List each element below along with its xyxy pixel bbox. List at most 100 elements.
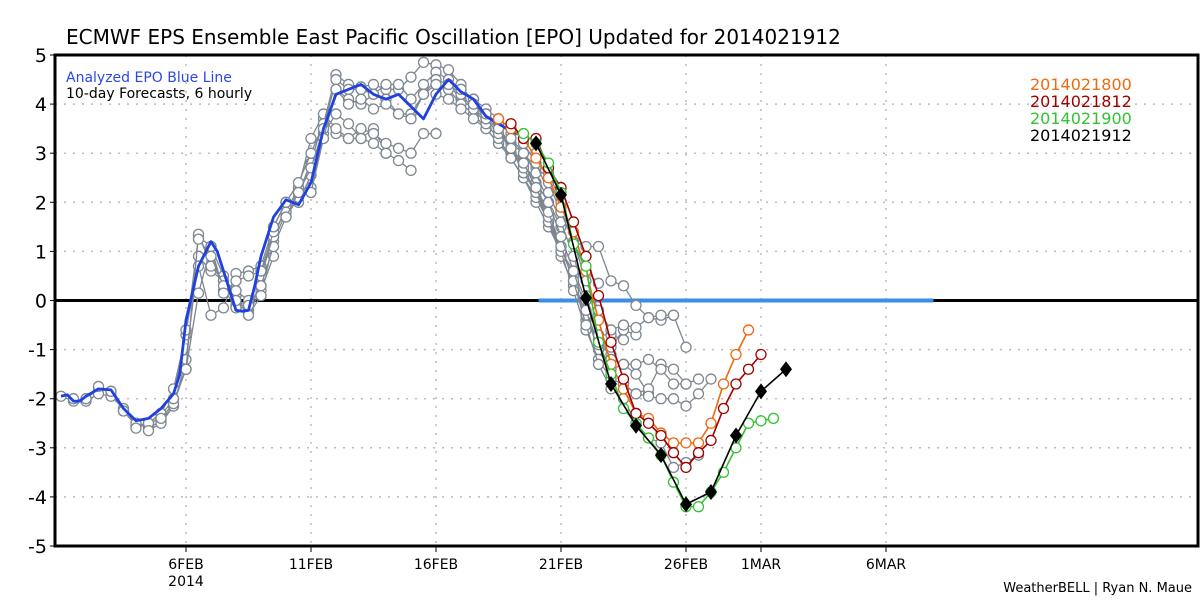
series-point (692, 501, 705, 513)
ensemble-point (255, 280, 267, 292)
y-tick-label: -5 (28, 536, 47, 558)
y-tick-label: 0 (35, 291, 47, 313)
series-point (680, 461, 692, 474)
series-point (630, 407, 642, 420)
ensemble-point (330, 73, 342, 86)
ensemble-point (405, 93, 417, 105)
ensemble-point (392, 154, 405, 167)
series-point (680, 437, 692, 449)
ensemble-point (180, 363, 192, 375)
ensemble-point (330, 122, 342, 135)
x-tick-label: 6MAR (866, 557, 907, 573)
ensemble-point (667, 378, 680, 390)
ensemble-point (367, 78, 380, 91)
ensemble-point (442, 64, 455, 76)
ensemble-point (430, 127, 442, 140)
series-point (605, 336, 617, 348)
series-point (667, 437, 680, 449)
ensemble-point (367, 137, 380, 150)
ensemble-point (642, 312, 655, 324)
ensemble-point (342, 98, 355, 110)
series-point (692, 437, 705, 449)
ensemble-point (405, 71, 417, 83)
ensemble-point (655, 309, 667, 321)
ensemble-point (230, 285, 242, 297)
x-tick-label: 16FEB (414, 557, 458, 573)
ensemble-point (230, 275, 242, 287)
ensemble-member (255, 108, 442, 277)
series-point (642, 417, 655, 429)
series-point (617, 373, 630, 385)
ensemble-point (667, 461, 680, 474)
ensemble-member (267, 56, 517, 233)
ensemble-point (417, 78, 430, 91)
ensemble-point (355, 132, 367, 145)
analyzed-epo-line (60, 78, 525, 423)
series-point (692, 447, 705, 459)
y-tick-label: 4 (35, 94, 47, 116)
y-tick-label: 3 (35, 143, 47, 165)
series-point (505, 118, 517, 130)
ensemble-point (667, 309, 680, 321)
ensemble-point (405, 113, 417, 125)
ensemble-point (505, 132, 517, 145)
series-point (605, 375, 617, 392)
ensemble-point (355, 122, 367, 135)
x-tick-label: 11FEB (289, 557, 333, 573)
ensemble-point (305, 132, 317, 145)
x-tick-sublabel: 2014 (168, 574, 204, 590)
ensemble-point (392, 108, 405, 120)
analyzed-label: Analyzed EPO Blue Line (66, 70, 232, 86)
ensemble-point (330, 108, 342, 120)
ensemble-point (217, 287, 230, 299)
series-point (680, 496, 692, 513)
ensemble-point (617, 319, 630, 331)
ensemble-point (205, 250, 217, 262)
series-point (767, 412, 780, 424)
ensemble-point (342, 118, 355, 130)
series-point (730, 427, 742, 444)
ensemble-point (192, 287, 205, 299)
series-point (655, 447, 667, 464)
ensemble-point (655, 393, 667, 405)
x-tick-label: 26FEB (664, 557, 708, 573)
ensemble-line (160, 211, 287, 419)
ensemble-point (130, 422, 142, 434)
ensemble-point (467, 113, 480, 125)
legend-entry: 2014021900 (1030, 109, 1132, 128)
chart-title: ECMWF EPS Ensemble East Pacific Oscillat… (66, 25, 841, 49)
y-tick-label: -3 (28, 438, 47, 460)
ensemble-point (205, 309, 217, 321)
series-point (530, 152, 542, 164)
ensemble-point (392, 142, 405, 154)
series-point (567, 216, 580, 228)
ensemble-point (630, 321, 642, 334)
ensemble-point (405, 164, 417, 177)
x-tick-label: 6FEB (168, 557, 203, 573)
series-point (642, 432, 655, 444)
series-point (630, 417, 642, 434)
series-point (705, 434, 717, 447)
ensemble-point (630, 299, 642, 312)
ensemble-point (367, 103, 380, 115)
ensemble-point (642, 353, 655, 366)
ensemble-point (617, 280, 630, 292)
x-tick-label: 1MAR (741, 557, 782, 573)
legend-entry: 2014021912 (1030, 126, 1132, 145)
ensemble-point (380, 137, 392, 150)
ensemble-members (55, 56, 717, 474)
ensemble-point (380, 98, 392, 110)
y-tick-label: 1 (35, 241, 47, 263)
ensemble-point (417, 88, 430, 100)
series-point (580, 260, 592, 272)
series-point (717, 378, 730, 390)
series-point (717, 402, 730, 415)
ensemble-point (342, 132, 355, 145)
ensemble-point (367, 127, 380, 140)
y-tick-label: 2 (35, 192, 47, 214)
ensemble-point (605, 275, 617, 287)
ensemble-point (442, 93, 455, 105)
series-point (555, 186, 567, 203)
ensemble-line (547, 172, 674, 319)
